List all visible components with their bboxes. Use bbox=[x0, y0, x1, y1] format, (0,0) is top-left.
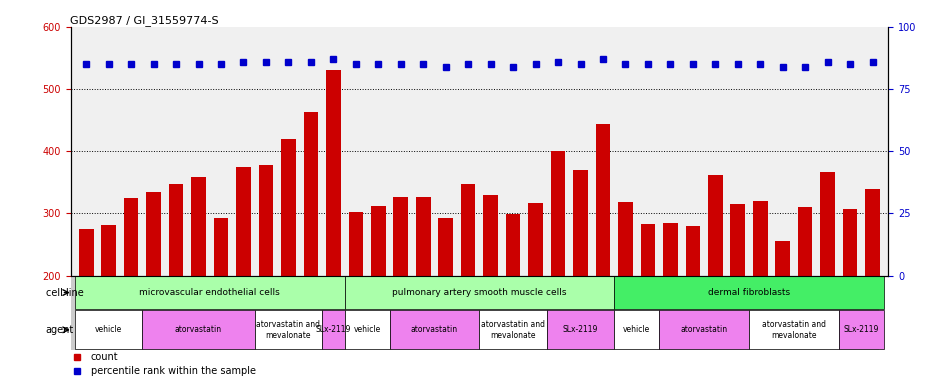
Text: agent: agent bbox=[46, 325, 74, 335]
Bar bbox=[322, 310, 345, 349]
Text: vehicle: vehicle bbox=[353, 325, 381, 334]
Bar bbox=[479, 310, 547, 349]
Bar bbox=[753, 201, 768, 276]
Text: SLx-2119: SLx-2119 bbox=[316, 325, 351, 334]
Text: atorvastatin: atorvastatin bbox=[681, 325, 728, 334]
Text: atorvastatin: atorvastatin bbox=[411, 325, 458, 334]
Bar bbox=[102, 225, 116, 276]
Bar bbox=[191, 177, 206, 276]
Bar bbox=[255, 310, 322, 349]
Text: vehicle: vehicle bbox=[623, 325, 650, 334]
Bar bbox=[345, 310, 389, 349]
Bar bbox=[394, 197, 408, 276]
Bar bbox=[304, 112, 319, 276]
Text: count: count bbox=[91, 353, 118, 362]
Bar bbox=[551, 151, 565, 276]
Bar bbox=[659, 310, 749, 349]
Text: percentile rank within the sample: percentile rank within the sample bbox=[91, 366, 256, 376]
Bar bbox=[528, 204, 543, 276]
Text: vehicle: vehicle bbox=[95, 325, 122, 334]
Bar bbox=[79, 229, 93, 276]
Bar bbox=[281, 139, 296, 276]
Text: SLx-2119: SLx-2119 bbox=[844, 325, 879, 334]
Bar bbox=[124, 198, 138, 276]
Bar bbox=[843, 209, 857, 276]
Bar bbox=[614, 310, 659, 349]
Bar bbox=[640, 224, 655, 276]
Bar bbox=[663, 223, 678, 276]
Bar bbox=[730, 204, 745, 276]
Bar bbox=[75, 310, 142, 349]
Bar bbox=[619, 202, 633, 276]
Text: pulmonary artery smooth muscle cells: pulmonary artery smooth muscle cells bbox=[392, 288, 567, 297]
Bar bbox=[371, 206, 385, 276]
Bar bbox=[258, 165, 274, 276]
Text: microvascular endothelial cells: microvascular endothelial cells bbox=[139, 288, 280, 297]
Bar bbox=[349, 212, 363, 276]
Bar bbox=[389, 310, 479, 349]
Bar bbox=[415, 197, 431, 276]
Bar bbox=[142, 310, 255, 349]
Bar bbox=[776, 242, 790, 276]
Text: SLx-2119: SLx-2119 bbox=[563, 325, 598, 334]
Text: cell line: cell line bbox=[46, 288, 84, 298]
Bar bbox=[573, 170, 588, 276]
Bar bbox=[461, 184, 476, 276]
Bar bbox=[685, 226, 700, 276]
Bar bbox=[169, 184, 183, 276]
Text: GDS2987 / GI_31559774-S: GDS2987 / GI_31559774-S bbox=[70, 15, 219, 26]
Bar bbox=[345, 276, 614, 309]
Bar bbox=[236, 167, 251, 276]
Bar bbox=[838, 310, 884, 349]
Text: dermal fibroblasts: dermal fibroblasts bbox=[708, 288, 790, 297]
Bar bbox=[708, 175, 723, 276]
Bar bbox=[547, 310, 614, 349]
Bar bbox=[483, 195, 498, 276]
Bar bbox=[596, 124, 610, 276]
Text: atorvastatin: atorvastatin bbox=[175, 325, 222, 334]
Text: atorvastatin and
mevalonate: atorvastatin and mevalonate bbox=[257, 320, 321, 339]
Text: atorvastatin and
mevalonate: atorvastatin and mevalonate bbox=[481, 320, 545, 339]
Bar bbox=[213, 218, 228, 276]
Bar bbox=[798, 207, 812, 276]
Text: atorvastatin and
mevalonate: atorvastatin and mevalonate bbox=[762, 320, 826, 339]
Bar bbox=[614, 276, 884, 309]
Bar bbox=[866, 189, 880, 276]
Bar bbox=[749, 310, 838, 349]
Bar bbox=[506, 214, 521, 276]
Bar bbox=[326, 70, 340, 276]
Bar bbox=[75, 276, 345, 309]
Bar bbox=[147, 192, 161, 276]
Bar bbox=[821, 172, 835, 276]
Bar bbox=[438, 218, 453, 276]
